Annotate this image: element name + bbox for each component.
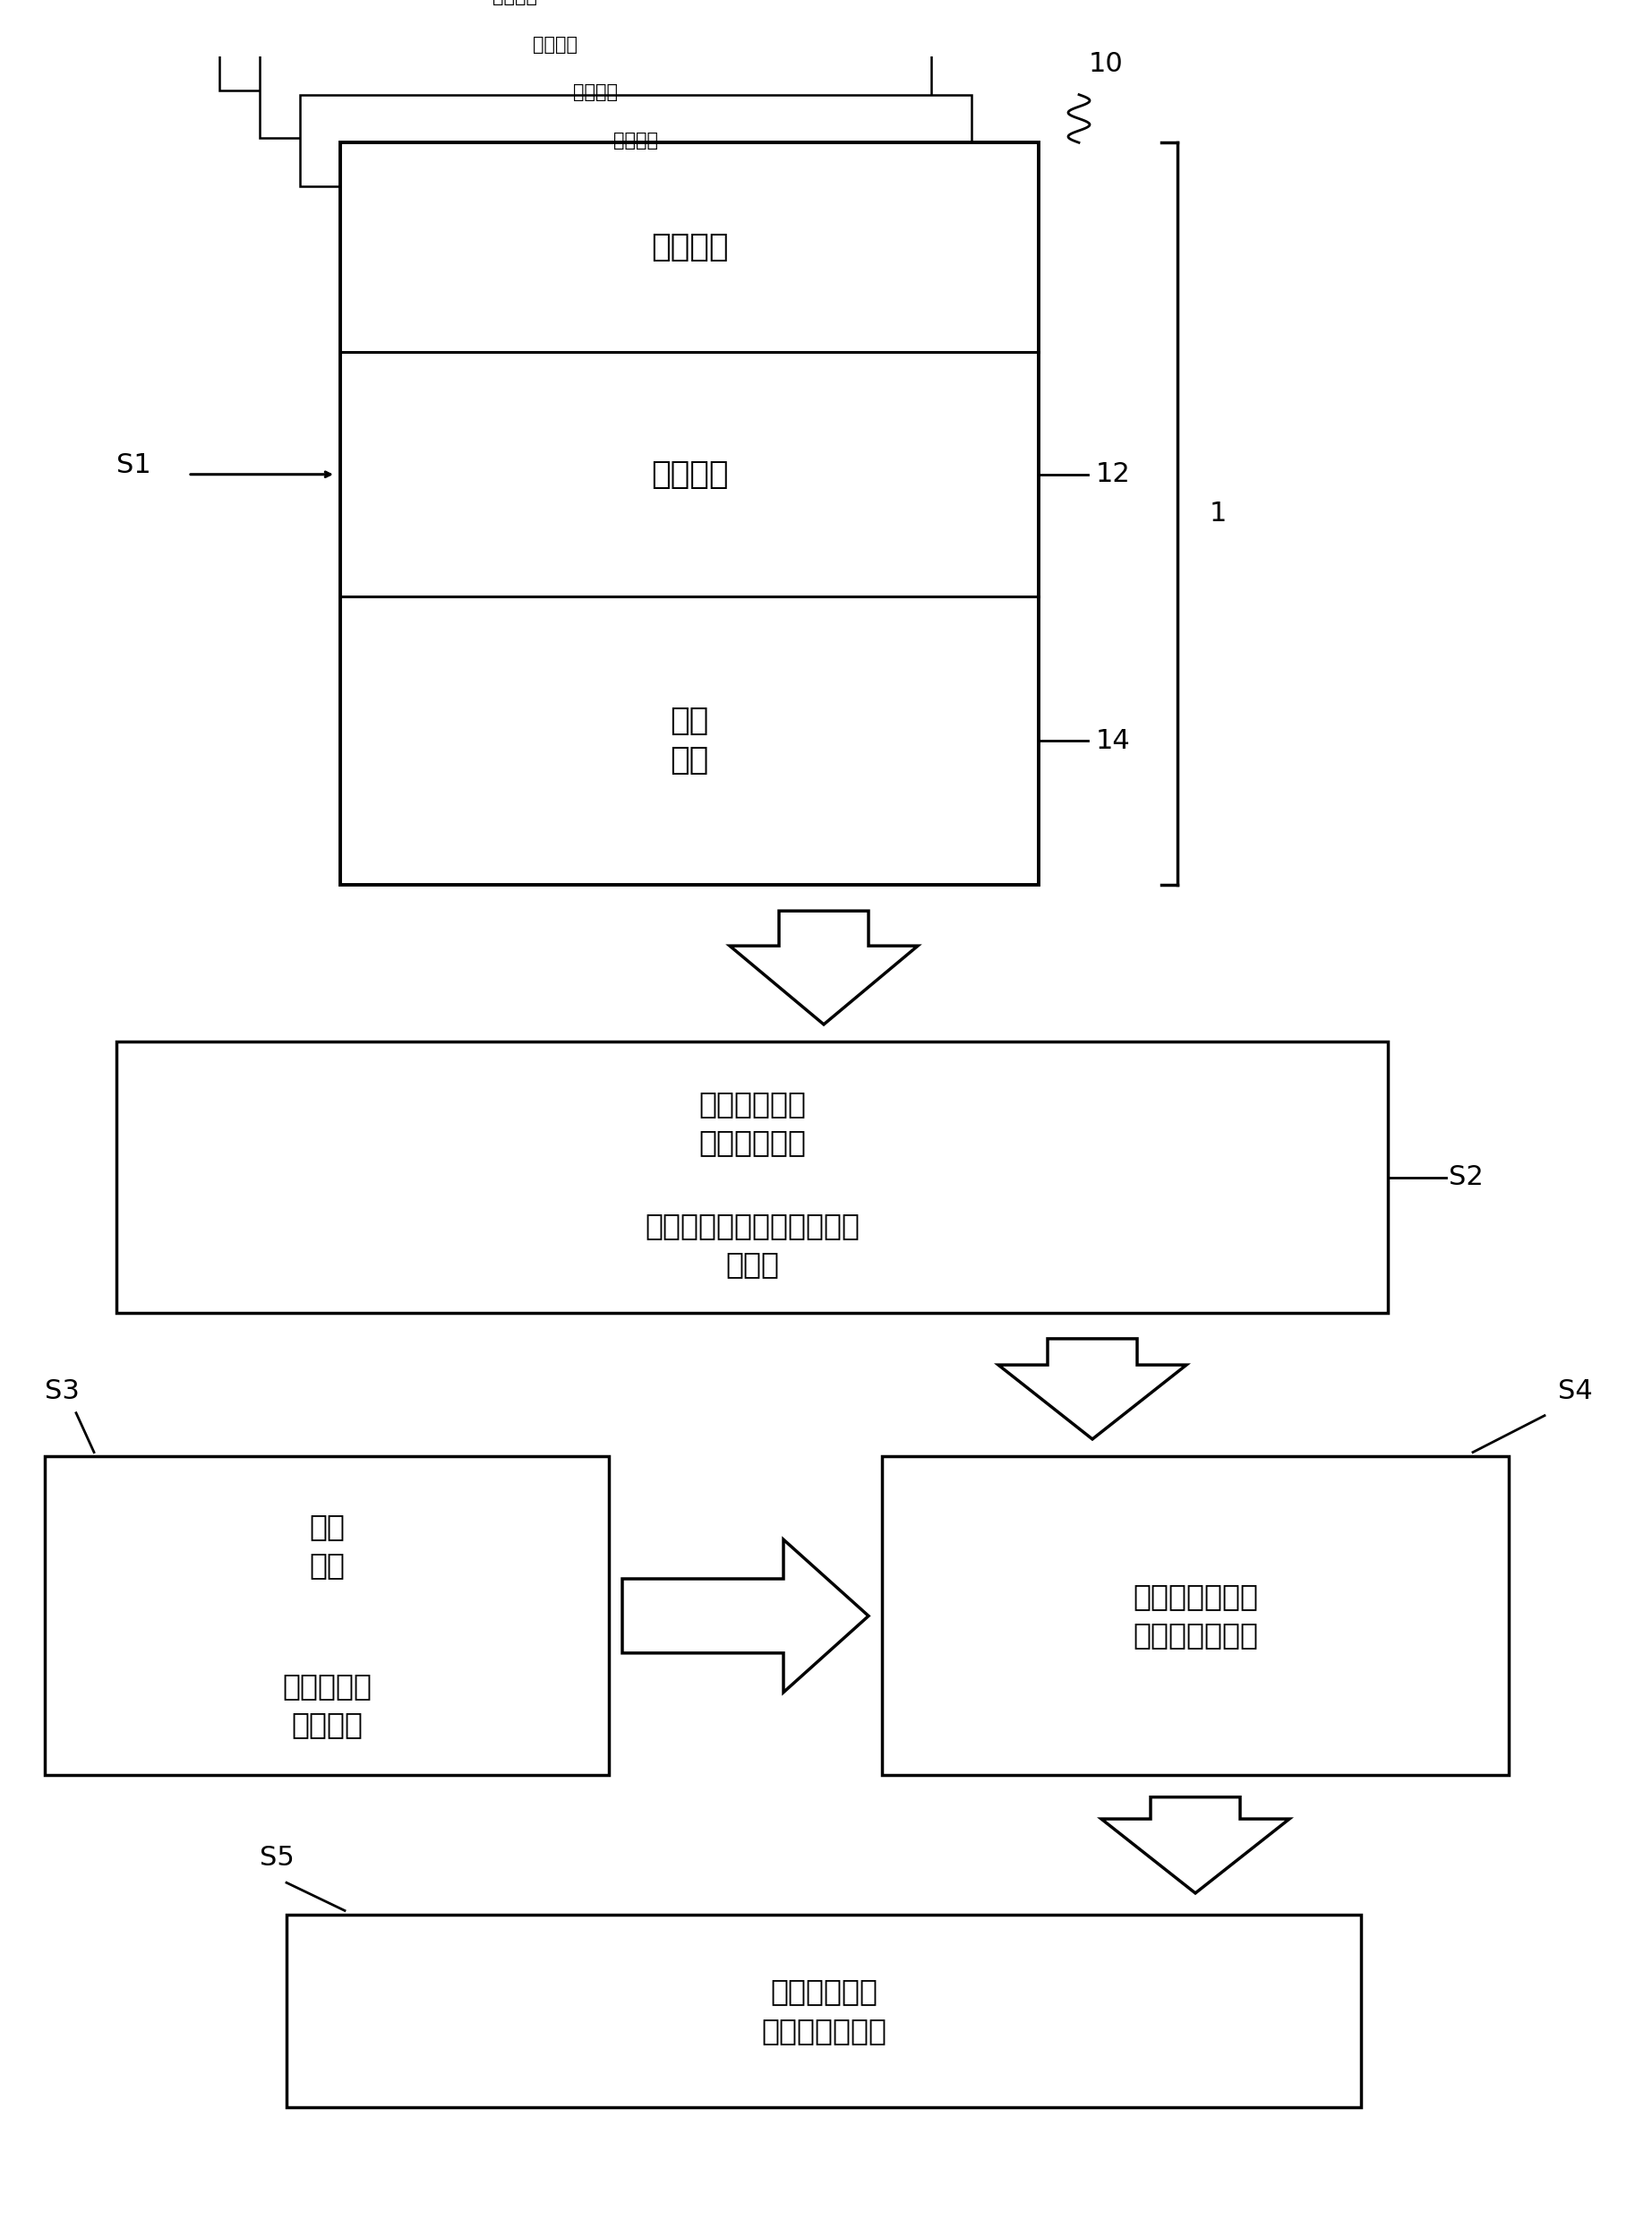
Bar [178,0,851,43]
Bar [116,1043,1388,1311]
Text: S1: S1 [116,452,150,479]
Text: 订单数据集
图像数据: 订单数据集 图像数据 [282,1672,372,1739]
Text: 个体
订单: 个体 订单 [309,1511,345,1580]
Text: 用参考数据集
导出统计模型: 用参考数据集 导出统计模型 [699,1090,806,1157]
Text: S3: S3 [45,1379,79,1403]
Text: 1: 1 [1209,501,1226,526]
Text: 参考数据: 参考数据 [573,83,618,101]
Bar [286,1916,1361,2106]
Text: 参考数据: 参考数据 [492,0,537,4]
Bar [220,0,890,90]
Text: 10: 10 [1089,51,1123,76]
Text: 基于统计模型的
附加数据的计算: 基于统计模型的 附加数据的计算 [1133,1582,1259,1649]
Text: 个体生物特征
眼镜镜片的计算: 个体生物特征 眼镜镜片的计算 [762,1976,887,2046]
Bar [340,143,1039,884]
Text: 14: 14 [1095,727,1130,754]
Text: 图像数据: 图像数据 [651,459,729,490]
Text: S4: S4 [1558,1379,1593,1403]
Text: 附加
数据: 附加 数据 [671,705,709,777]
Polygon shape [623,1540,869,1692]
Text: 参考数据: 参考数据 [532,36,578,54]
Polygon shape [730,911,919,1025]
Bar [45,1457,610,1775]
Text: 参考数据: 参考数据 [651,233,729,262]
Text: S5: S5 [259,1844,294,1871]
Polygon shape [998,1338,1186,1439]
Bar [301,94,971,186]
Bar [882,1457,1508,1775]
Bar [259,47,932,139]
Text: S2: S2 [1449,1164,1483,1191]
Text: 图像数据和附加数据之间的
相关性: 图像数据和附加数据之间的 相关性 [644,1211,859,1280]
Text: 12: 12 [1095,461,1130,488]
Text: 参考数据: 参考数据 [613,132,657,150]
Polygon shape [1102,1797,1289,1893]
